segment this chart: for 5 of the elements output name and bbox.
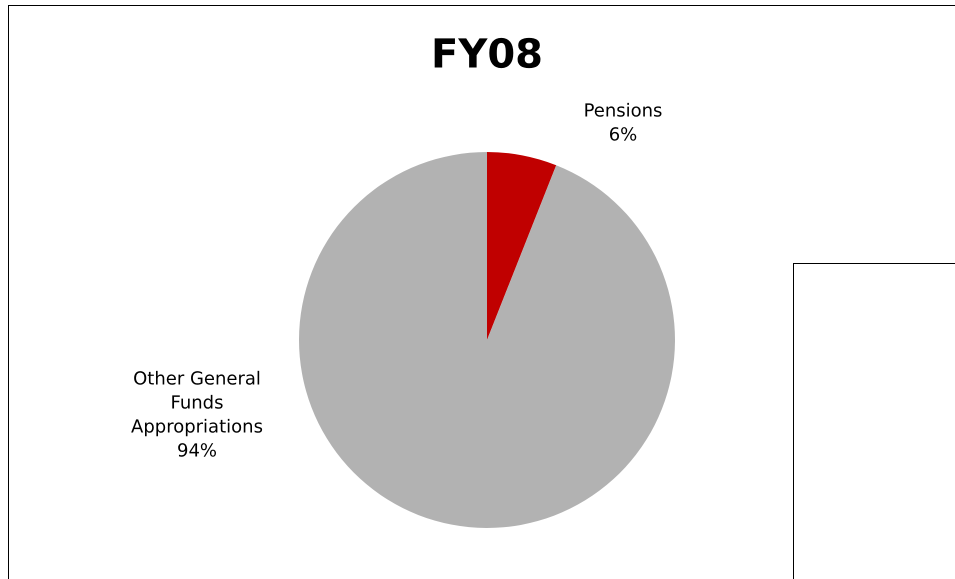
chart-title: FY08 — [431, 31, 543, 78]
slice-label: Other General Funds Appropriations — [131, 368, 263, 438]
data-label: 6% — [608, 124, 638, 146]
slice-label: Pensions — [584, 100, 662, 122]
data-label: 94% — [176, 440, 218, 462]
